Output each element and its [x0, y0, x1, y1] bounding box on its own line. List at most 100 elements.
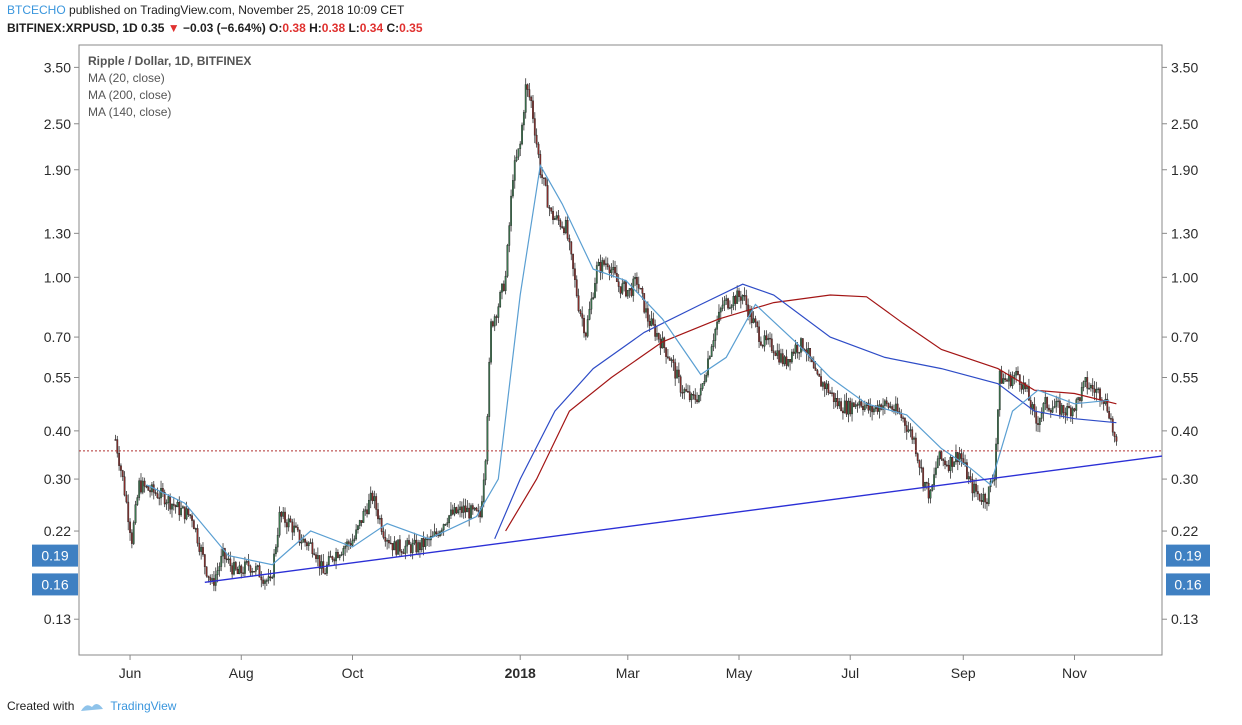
candle-up	[924, 481, 926, 487]
x-tick-label: Aug	[229, 665, 254, 681]
price-label: 0.16	[41, 576, 68, 592]
candle-down	[260, 576, 263, 581]
candle-down	[667, 356, 669, 359]
candle-up	[1053, 406, 1056, 409]
candle-up	[763, 335, 766, 347]
candle-up	[282, 511, 285, 517]
candle-up	[216, 570, 219, 576]
candle-up	[1077, 397, 1080, 400]
candle-down	[1115, 436, 1118, 442]
candle-down	[502, 283, 505, 291]
candle-down	[116, 439, 119, 454]
candle-down	[942, 459, 945, 461]
candle-up	[592, 297, 595, 300]
candle-down	[174, 505, 177, 508]
candle-down	[455, 507, 458, 514]
close-label: C:	[386, 21, 400, 35]
candle-up	[369, 492, 372, 501]
candle-up	[411, 542, 414, 553]
candle-up	[397, 539, 399, 555]
candle-up	[473, 507, 476, 510]
candle-up	[364, 509, 367, 512]
candle-up	[501, 283, 503, 293]
candle-down	[366, 509, 368, 515]
candle-down	[409, 544, 412, 553]
candle-up	[794, 344, 797, 354]
candle-down	[876, 405, 879, 412]
candle-down	[391, 543, 394, 551]
author-name[interactable]: BTCECHO	[7, 3, 66, 17]
candle-down	[382, 531, 385, 538]
brand-name[interactable]: TradingView	[110, 699, 177, 713]
candle-up	[521, 124, 523, 145]
candle-up	[716, 321, 719, 330]
candle-up	[238, 565, 241, 575]
candle-down	[147, 486, 150, 491]
candle-down	[140, 480, 142, 493]
candle-down	[761, 345, 764, 347]
candle-up	[320, 561, 323, 569]
candle-up	[1051, 407, 1054, 413]
candle-up	[721, 304, 724, 309]
footer: Created with TradingView	[7, 699, 176, 713]
candle-down	[674, 362, 677, 379]
candle-down	[812, 361, 815, 369]
candle-up	[404, 545, 407, 554]
candle-down	[577, 295, 580, 311]
candle-down	[860, 401, 863, 407]
candle-up	[211, 578, 213, 581]
candle-down	[313, 553, 316, 555]
candle-down	[769, 337, 771, 340]
candle-up	[160, 488, 162, 499]
candle-down	[337, 552, 339, 558]
candle-down	[163, 492, 166, 505]
candle-up	[993, 479, 996, 482]
y-tick-label: 0.30	[44, 471, 71, 487]
candle-up	[705, 374, 708, 382]
high-label: H:	[309, 21, 322, 35]
candle-up	[271, 576, 274, 579]
legend-ma200: MA (200, close)	[88, 88, 171, 102]
candle-up	[287, 518, 290, 528]
candle-up	[958, 453, 961, 463]
candle-up	[273, 553, 275, 578]
candle-up	[1095, 389, 1098, 393]
candle-down	[862, 406, 864, 411]
candle-down	[619, 286, 622, 294]
y-tick-label: 0.40	[44, 423, 71, 439]
candle-down	[198, 542, 201, 552]
candle-down	[289, 518, 292, 523]
candle-down	[559, 220, 562, 227]
candle-down	[1037, 423, 1039, 425]
candle-down	[422, 538, 425, 547]
candle-up	[964, 462, 966, 464]
candle-up	[424, 538, 427, 547]
candle-down	[820, 376, 822, 387]
candle-down	[904, 418, 906, 426]
candle-down	[980, 500, 983, 502]
candle-down	[885, 400, 888, 404]
candle-up	[703, 380, 706, 384]
y-tick-label: 1.30	[1171, 225, 1198, 241]
candle-up	[264, 580, 266, 584]
candle-down	[435, 531, 438, 534]
candle-down	[727, 298, 729, 309]
candle-up	[601, 260, 604, 273]
candle-up	[513, 160, 516, 181]
candle-down	[867, 402, 870, 411]
candle-down	[845, 400, 848, 415]
candle-up	[612, 266, 615, 271]
tradingview-logo-icon	[81, 703, 104, 711]
candle-up	[847, 400, 850, 415]
candle-down	[975, 483, 977, 492]
candle-down	[1059, 400, 1061, 415]
candle-up	[335, 552, 337, 562]
candle-up	[134, 504, 137, 523]
candle-down	[1093, 388, 1096, 393]
candle-up	[851, 402, 853, 415]
candle-down	[765, 335, 768, 341]
candle-down	[677, 369, 680, 377]
candle-down	[1000, 370, 1003, 384]
candle-down	[918, 460, 921, 468]
